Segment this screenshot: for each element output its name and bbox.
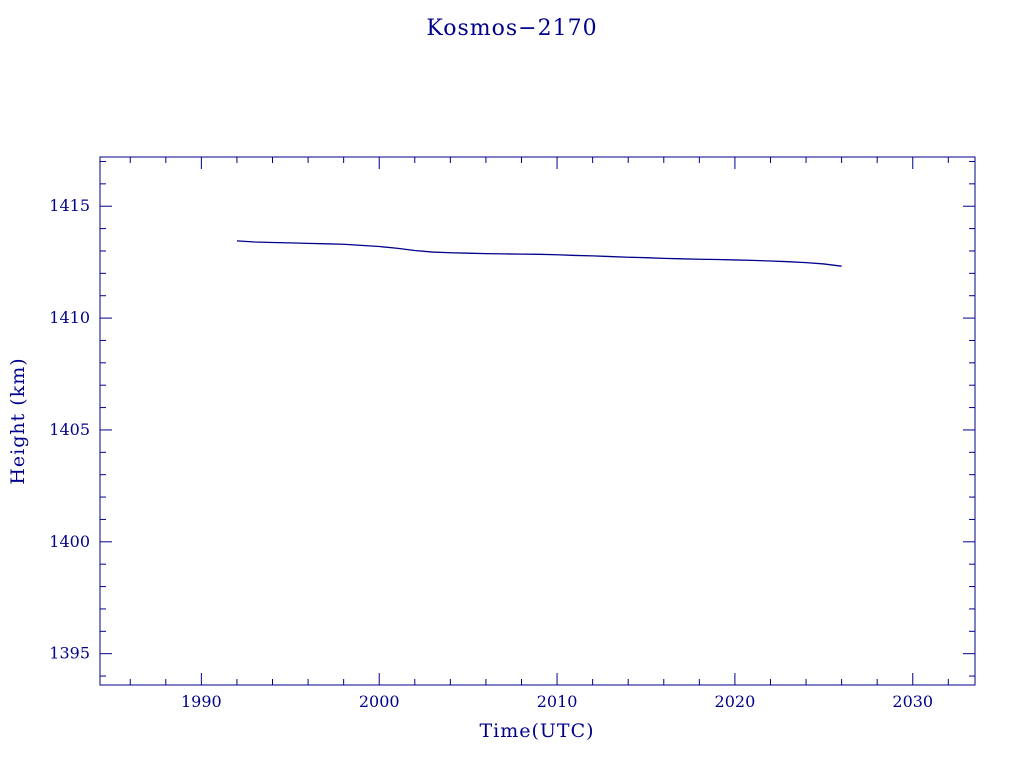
x-tick-label: 2010	[537, 692, 578, 711]
y-tick-label: 1415	[49, 196, 90, 215]
y-tick-label: 1410	[49, 308, 90, 327]
x-tick-label: 1990	[181, 692, 222, 711]
y-tick-label: 1400	[49, 532, 90, 551]
height-series-line	[236, 240, 842, 267]
y-tick-label: 1405	[49, 420, 90, 439]
axes-frame	[99, 156, 976, 686]
x-tick-label: 2000	[359, 692, 400, 711]
x-tick-label: 2020	[715, 692, 756, 711]
x-tick-label: 2030	[892, 692, 933, 711]
chart-title: Kosmos−2170	[426, 16, 598, 41]
x-axis-label: Time(UTC)	[479, 720, 595, 742]
y-tick-label: 1395	[49, 644, 90, 663]
